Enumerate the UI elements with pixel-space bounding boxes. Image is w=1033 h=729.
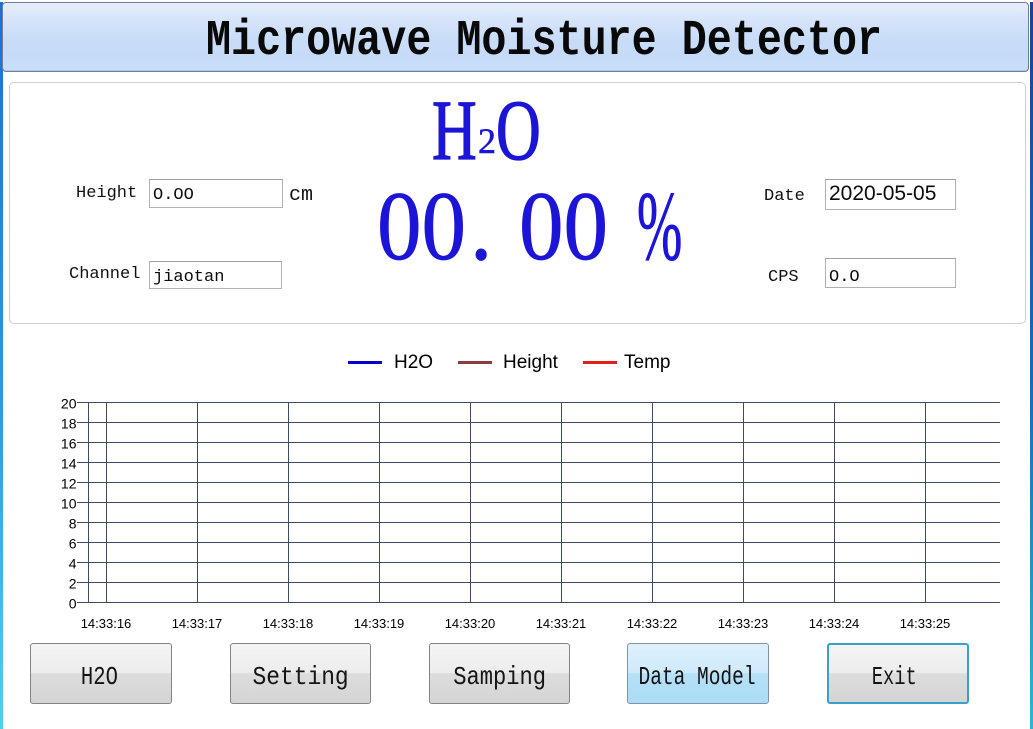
- svg-text:14: 14: [61, 456, 77, 472]
- svg-text:16: 16: [61, 436, 77, 452]
- svg-text:14:33:24: 14:33:24: [809, 616, 860, 631]
- svg-text:0: 0: [69, 596, 77, 612]
- svg-text:14:33:18: 14:33:18: [263, 616, 314, 631]
- svg-text:14:33:20: 14:33:20: [445, 616, 496, 631]
- svg-text:18: 18: [61, 416, 77, 432]
- svg-text:10: 10: [61, 496, 77, 512]
- svg-text:14:33:17: 14:33:17: [172, 616, 223, 631]
- svg-text:4: 4: [69, 556, 77, 572]
- svg-text:14:33:25: 14:33:25: [900, 616, 951, 631]
- svg-text:14:33:16: 14:33:16: [81, 616, 132, 631]
- svg-text:14:33:19: 14:33:19: [354, 616, 405, 631]
- svg-text:12: 12: [61, 476, 77, 492]
- svg-text:2: 2: [69, 576, 77, 592]
- svg-text:20: 20: [61, 396, 77, 412]
- svg-text:8: 8: [69, 516, 77, 532]
- svg-text:14:33:21: 14:33:21: [536, 616, 587, 631]
- svg-text:6: 6: [69, 536, 77, 552]
- svg-text:14:33:23: 14:33:23: [718, 616, 769, 631]
- svg-text:14:33:22: 14:33:22: [627, 616, 678, 631]
